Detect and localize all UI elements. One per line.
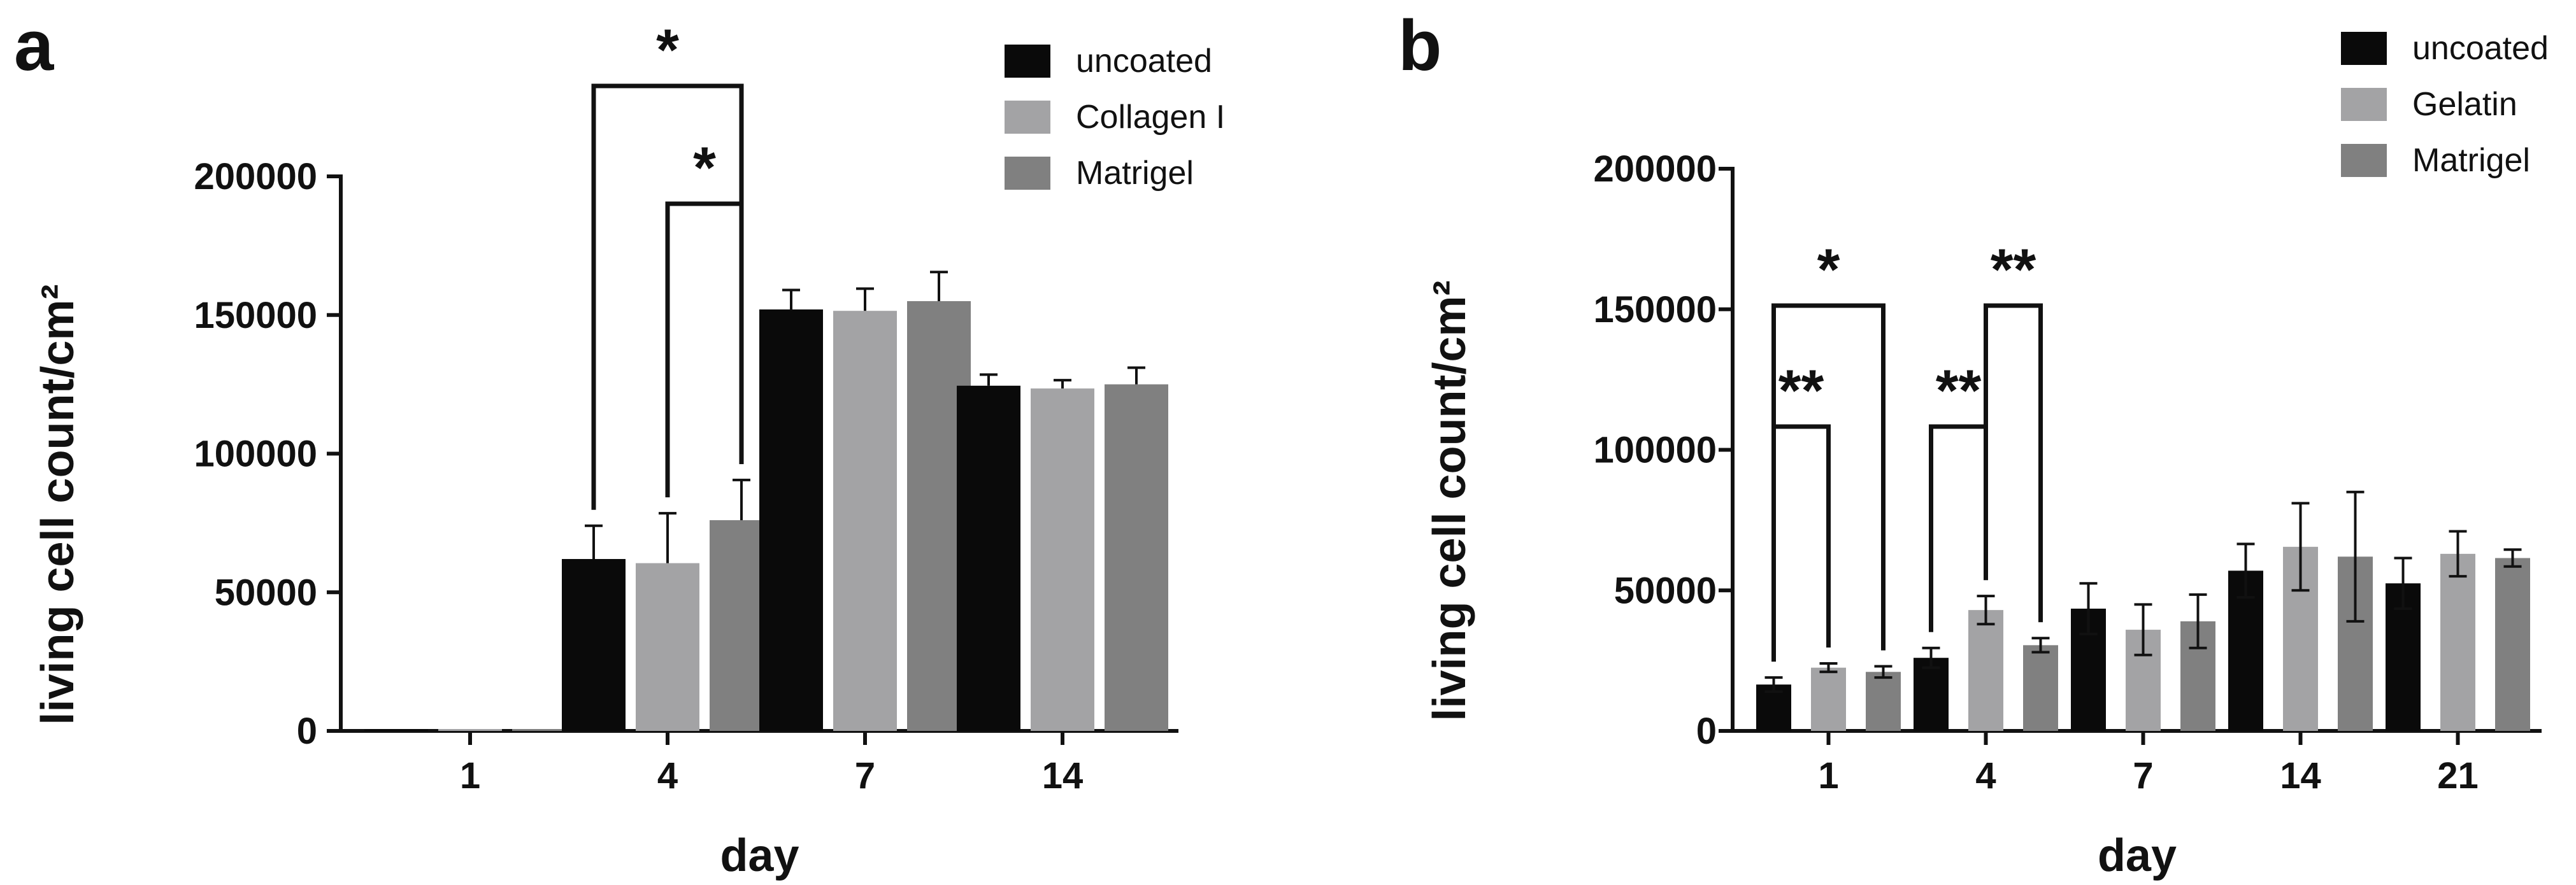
y-tick-label: 100000: [194, 434, 317, 475]
bar-collagen-i: [1031, 388, 1094, 731]
panel-letter: b: [1398, 6, 1442, 85]
bar-uncoated: [957, 385, 1020, 731]
bar-uncoated: [562, 558, 626, 731]
y-tick-label: 200000: [1593, 148, 1717, 190]
bar-uncoated: [1914, 658, 1949, 731]
significance-bracket: [1771, 303, 1885, 662]
legend-swatch: [2341, 32, 2387, 65]
legend-swatch: [2341, 144, 2387, 177]
legend-label: Gelatin: [2412, 86, 2517, 123]
x-tick-label: 21: [2437, 755, 2479, 796]
x-tick-label: 14: [2280, 755, 2321, 796]
significance-bracket: [1929, 424, 1988, 632]
y-tick-label: 0: [1696, 711, 1717, 752]
x-tick-label: 14: [1042, 755, 1084, 796]
legend-swatch: [1005, 101, 1050, 134]
significance-label: **: [1778, 358, 1824, 423]
y-tick-label: 150000: [194, 295, 317, 336]
y-tick-label: 50000: [1614, 570, 1717, 611]
bar-collagen-i: [636, 563, 699, 731]
legend-label: Matrigel: [1076, 155, 1194, 192]
chart-panel-b: b 0 50000 100000 150000 200000 living cell cou…: [1398, 6, 2549, 881]
bar-matrigel: [2023, 645, 2058, 731]
x-axis-label: day: [2098, 830, 2177, 881]
y-tick-label: 0: [297, 711, 317, 752]
significance-bracket: [1771, 424, 1831, 662]
x-tick-label: 4: [1975, 755, 1996, 796]
x-tick-label: 1: [460, 755, 480, 796]
bar-gelatin: [1968, 610, 2003, 731]
bar-collagen-i: [833, 311, 897, 731]
x-tick-label: 4: [657, 755, 678, 796]
legend-label: Matrigel: [2412, 142, 2530, 179]
bar-matrigel: [2495, 558, 2530, 731]
legend-swatch: [1005, 45, 1050, 78]
y-axis-label: living cell count/cm²: [32, 284, 83, 725]
significance-label: *: [693, 136, 716, 201]
bar-gelatin: [2440, 553, 2475, 731]
legend-label: Collagen I: [1076, 99, 1225, 136]
significance-label: **: [1936, 358, 1982, 423]
bar-collagen-i: [438, 729, 502, 731]
chart-panel-a: a 0 50000 100000 150000 200000 living cell cou…: [14, 6, 1225, 881]
y-tick-label: 150000: [1593, 289, 1717, 330]
legend-label: uncoated: [1076, 43, 1212, 80]
panel-letter: a: [14, 6, 54, 85]
legend-swatch: [2341, 88, 2387, 121]
x-tick-label: 7: [2133, 755, 2153, 796]
x-tick-label: 7: [855, 755, 875, 796]
legend-label: uncoated: [2412, 30, 2549, 67]
legend-swatch: [1005, 157, 1050, 190]
significance-label: *: [1817, 237, 1840, 302]
y-axis-label: living cell count/cm²: [1424, 280, 1475, 721]
bar-matrigel: [1866, 672, 1901, 731]
bar-uncoated: [759, 309, 823, 731]
x-axis-label: day: [720, 830, 799, 881]
significance-bracket: [1984, 303, 2043, 623]
bar-uncoated: [364, 729, 428, 731]
bar-gelatin: [1811, 667, 1846, 731]
significance-label: **: [1991, 237, 2036, 302]
y-tick-label: 200000: [194, 156, 317, 197]
bar-matrigel: [512, 729, 576, 731]
y-tick-label: 50000: [215, 572, 317, 613]
significance-bracket: [665, 201, 744, 498]
significance-label: *: [656, 18, 679, 83]
x-tick-label: 1: [1818, 755, 1838, 796]
y-tick-label: 100000: [1593, 430, 1717, 471]
bar-matrigel: [1105, 384, 1168, 731]
